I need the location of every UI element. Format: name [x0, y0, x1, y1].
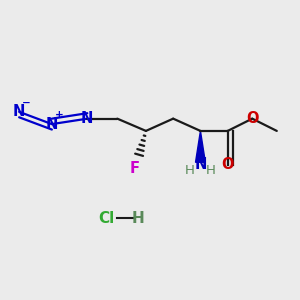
Polygon shape [196, 131, 205, 162]
Text: N: N [46, 117, 58, 132]
Text: H: H [206, 164, 216, 177]
Text: F: F [130, 161, 140, 176]
Text: Cl: Cl [98, 211, 115, 226]
Text: H: H [185, 164, 195, 177]
Text: O: O [221, 158, 234, 172]
Text: N: N [81, 111, 94, 126]
Text: H: H [131, 211, 144, 226]
Text: O: O [246, 111, 259, 126]
Text: +: + [55, 110, 63, 120]
Text: N: N [194, 157, 207, 172]
Text: N: N [13, 104, 25, 119]
Text: −: − [22, 98, 30, 108]
